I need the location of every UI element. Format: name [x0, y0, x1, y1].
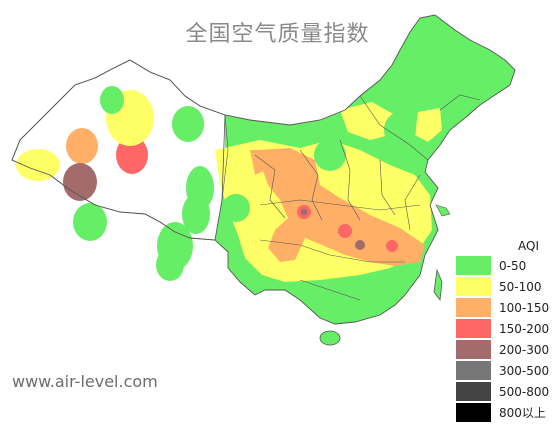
unhealthy-sensitive-zone [250, 150, 270, 175]
good-aqi-station [172, 106, 204, 142]
legend-label: 0-50 [499, 258, 527, 273]
unhealthy-hotspot [386, 240, 398, 252]
legend-swatch [456, 361, 491, 380]
hainan-island [319, 330, 341, 346]
province-boundary [259, 199, 421, 211]
province-boundary [339, 139, 361, 221]
legend-swatch [456, 256, 491, 275]
province-boundary [299, 149, 323, 221]
aqi-legend: AQI 0-50 50-100 100-150 150-200 200-300 300-5… [456, 236, 551, 424]
good-aqi-station [384, 112, 416, 148]
legend-swatch [456, 340, 491, 359]
good-aqi-station [73, 203, 107, 241]
legend-label: 800以上 [499, 406, 546, 420]
unhealthy-sensitive-zone [258, 148, 425, 266]
legend-title: AQI [518, 239, 539, 253]
aqi-map [11, 14, 516, 346]
province-boundary [214, 114, 229, 241]
taiwan-island [433, 268, 443, 302]
aqi-overlay-group [215, 15, 515, 324]
legend-item: 500-800 [456, 382, 551, 401]
china-border [11, 14, 516, 325]
legend-item: 300-500 [456, 361, 551, 380]
moderate-aqi-station [16, 149, 60, 181]
moderate-aqi-zone [415, 108, 442, 142]
good-aqi-station [100, 86, 124, 114]
very-unhealthy-hotspot [300, 208, 308, 216]
site-watermark: www.air-level.com [12, 372, 158, 391]
legend-item: 800以上 [456, 403, 551, 422]
legend-swatch [456, 403, 491, 422]
legend-label: 50-100 [499, 279, 542, 294]
legend-item: 100-150 [456, 298, 551, 317]
legend-label: 150-200 [499, 321, 550, 336]
unhealthy-hotspot [338, 224, 352, 238]
unhealthy-sensitive-station [66, 128, 98, 164]
zhoushan-island [435, 204, 451, 217]
very-unhealthy-hotspot [355, 240, 365, 250]
province-boundary [379, 159, 396, 216]
legend-item: 200-300 [456, 340, 551, 359]
good-aqi-patch [222, 194, 250, 222]
legend-swatch [456, 277, 491, 296]
province-boundary [299, 279, 361, 301]
legend-item: 0-50 [456, 256, 551, 275]
good-aqi-station [182, 194, 210, 234]
province-boundary [259, 239, 405, 263]
legend-label: 100-150 [499, 300, 550, 315]
legend-label: 500-800 [499, 384, 550, 399]
province-boundary [254, 154, 286, 219]
very-unhealthy-station [63, 163, 97, 201]
legend-item: 150-200 [456, 319, 551, 338]
legend-swatch [456, 298, 491, 317]
unhealthy-station [116, 136, 148, 174]
province-boundary [359, 95, 429, 161]
legend-label: 200-300 [499, 342, 550, 357]
map-title: 全国空气质量指数 [185, 22, 370, 47]
province-boundary [404, 174, 421, 231]
province-boundary [439, 94, 481, 111]
legend-item: 50-100 [456, 277, 551, 296]
good-aqi-patch [314, 139, 346, 171]
legend-swatch [456, 319, 491, 338]
good-aqi-station [427, 27, 457, 63]
legend-swatch [456, 382, 491, 401]
good-aqi-station [156, 249, 184, 281]
legend-label: 300-500 [499, 363, 550, 378]
moderate-aqi-zone [340, 102, 395, 140]
